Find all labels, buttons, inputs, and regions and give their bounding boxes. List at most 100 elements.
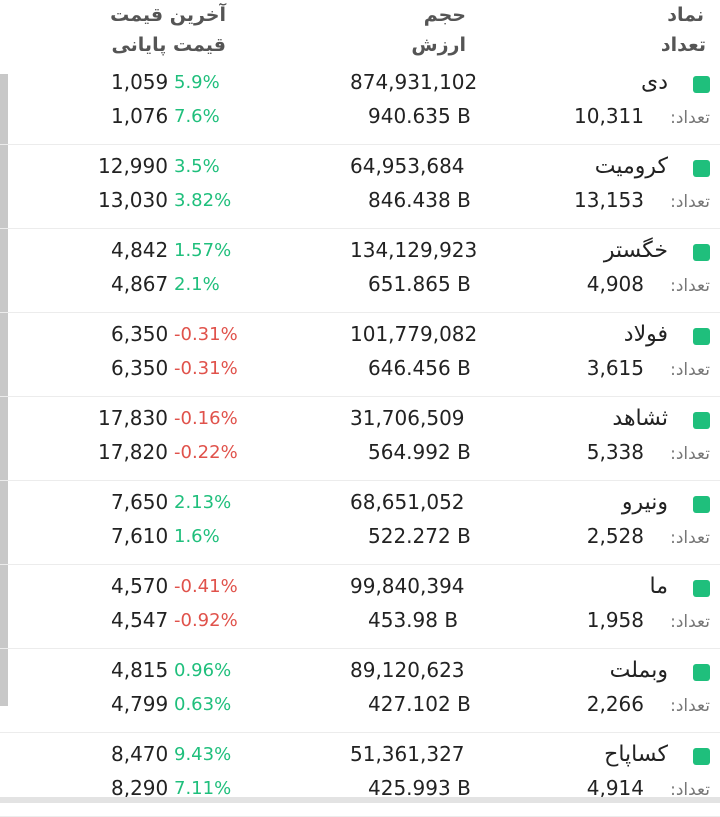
table-row[interactable]: فولاد تعداد: 3,615 101,779,082 646.456 B… [0, 312, 720, 397]
header-final-price[interactable]: قیمت پایانی [111, 34, 226, 56]
table-row[interactable]: ثشاهد تعداد: 5,338 31,706,509 564.992 B … [0, 396, 720, 481]
symbol-badge-icon [693, 748, 710, 765]
symbol-name: کساپاح [604, 742, 668, 767]
volume-value: 99,840,394 [350, 574, 465, 598]
symbol-badge-icon [693, 328, 710, 345]
table-header: نماد تعداد حجم ارزش آخرین قیمت قیمت پایا… [0, 0, 720, 68]
last-price-change: 9.43% [174, 744, 232, 765]
trade-value: 651.865 B [368, 272, 471, 296]
volume-value: 134,129,923 [350, 238, 478, 262]
trade-count: 4,908 [586, 272, 644, 296]
header-volume[interactable]: حجم [423, 4, 466, 26]
final-price-change: 1.6% [174, 526, 220, 547]
final-price: 1,076 [111, 104, 169, 128]
symbol-badge-icon [693, 664, 710, 681]
last-price: 8,470 [111, 742, 169, 766]
last-price-change: -0.41% [174, 576, 238, 597]
volume-value: 874,931,102 [350, 70, 478, 94]
trade-value: 846.438 B [368, 188, 471, 212]
last-price-change: 1.57% [174, 240, 232, 261]
header-last-price[interactable]: آخرین قیمت [110, 4, 226, 26]
table-row[interactable]: وبملت تعداد: 2,266 89,120,623 427.102 B … [0, 648, 720, 733]
header-count[interactable]: تعداد [660, 34, 706, 56]
last-price: 17,830 [98, 406, 168, 430]
trade-value: 453.98 B [368, 608, 459, 632]
symbol-name: خگستر [603, 238, 668, 263]
volume-value: 51,361,327 [350, 742, 465, 766]
table-row[interactable]: ونیرو تعداد: 2,528 68,651,052 522.272 B … [0, 480, 720, 565]
scroll-indicator[interactable] [0, 74, 8, 706]
trade-count: 4,914 [586, 776, 644, 800]
trade-value: 427.102 B [368, 692, 471, 716]
symbol-badge-icon [693, 496, 710, 513]
symbol-badge-icon [693, 160, 710, 177]
trade-value: 646.456 B [368, 356, 471, 380]
table-row[interactable]: ما تعداد: 1,958 99,840,394 453.98 B -0.4… [0, 564, 720, 649]
trade-value: 564.992 B [368, 440, 471, 464]
count-label: تعداد: [670, 780, 710, 800]
last-price-change: 0.96% [174, 660, 232, 681]
final-price-change: -0.22% [174, 442, 238, 463]
final-price: 8,290 [111, 776, 169, 800]
last-price: 4,842 [111, 238, 169, 262]
final-price-change: -0.92% [174, 610, 238, 631]
table-row[interactable]: کرومیت تعداد: 13,153 64,953,684 846.438 … [0, 144, 720, 229]
last-price: 6,350 [111, 322, 169, 346]
last-price: 12,990 [98, 154, 168, 178]
trade-value: 522.272 B [368, 524, 471, 548]
count-label: تعداد: [670, 360, 710, 380]
final-price-change: 7.6% [174, 106, 220, 127]
volume-value: 101,779,082 [350, 322, 478, 346]
last-price: 4,570 [111, 574, 169, 598]
symbol-name: کرومیت [594, 154, 668, 179]
trade-value: 425.993 B [368, 776, 471, 800]
symbol-name: فولاد [623, 322, 668, 347]
final-price-change: 7.11% [174, 778, 232, 799]
volume-value: 31,706,509 [350, 406, 465, 430]
last-price-change: 2.13% [174, 492, 232, 513]
symbol-badge-icon [693, 580, 710, 597]
final-price: 7,610 [111, 524, 169, 548]
trade-count: 1,958 [586, 608, 644, 632]
table-row[interactable]: کساپاح تعداد: 4,914 51,361,327 425.993 B… [0, 732, 720, 817]
final-price-change: 0.63% [174, 694, 232, 715]
trade-count: 13,153 [574, 188, 644, 212]
final-price: 6,350 [111, 356, 169, 380]
count-label: تعداد: [670, 192, 710, 212]
final-price-change: 2.1% [174, 274, 220, 295]
last-price-change: -0.16% [174, 408, 238, 429]
final-price: 4,799 [111, 692, 169, 716]
symbol-name: وبملت [609, 658, 668, 683]
volume-value: 64,953,684 [350, 154, 465, 178]
final-price-change: 3.82% [174, 190, 232, 211]
trade-count: 10,311 [574, 104, 644, 128]
symbol-badge-icon [693, 412, 710, 429]
last-price: 7,650 [111, 490, 169, 514]
last-price-change: -0.31% [174, 324, 238, 345]
header-symbol[interactable]: نماد [667, 4, 704, 26]
symbol-name: ثشاهد [612, 406, 668, 431]
symbol-badge-icon [693, 76, 710, 93]
trade-count: 2,266 [586, 692, 644, 716]
count-label: تعداد: [670, 528, 710, 548]
count-label: تعداد: [670, 276, 710, 296]
final-price: 13,030 [98, 188, 168, 212]
count-label: تعداد: [670, 108, 710, 128]
last-price-change: 5.9% [174, 72, 220, 93]
symbol-name: ونیرو [621, 490, 668, 515]
last-price: 4,815 [111, 658, 169, 682]
count-label: تعداد: [670, 444, 710, 464]
table-row[interactable]: دی تعداد: 10,311 874,931,102 940.635 B 5… [0, 60, 720, 145]
trade-count: 5,338 [586, 440, 644, 464]
count-label: تعداد: [670, 612, 710, 632]
table-row[interactable]: خگستر تعداد: 4,908 134,129,923 651.865 B… [0, 228, 720, 313]
header-value[interactable]: ارزش [411, 34, 466, 56]
count-label: تعداد: [670, 696, 710, 716]
symbol-name: ما [649, 574, 669, 599]
bottom-edge [0, 797, 720, 803]
symbol-name: دی [640, 70, 668, 95]
final-price: 17,820 [98, 440, 168, 464]
final-price: 4,867 [111, 272, 169, 296]
last-price-change: 3.5% [174, 156, 220, 177]
trade-count: 3,615 [586, 356, 644, 380]
